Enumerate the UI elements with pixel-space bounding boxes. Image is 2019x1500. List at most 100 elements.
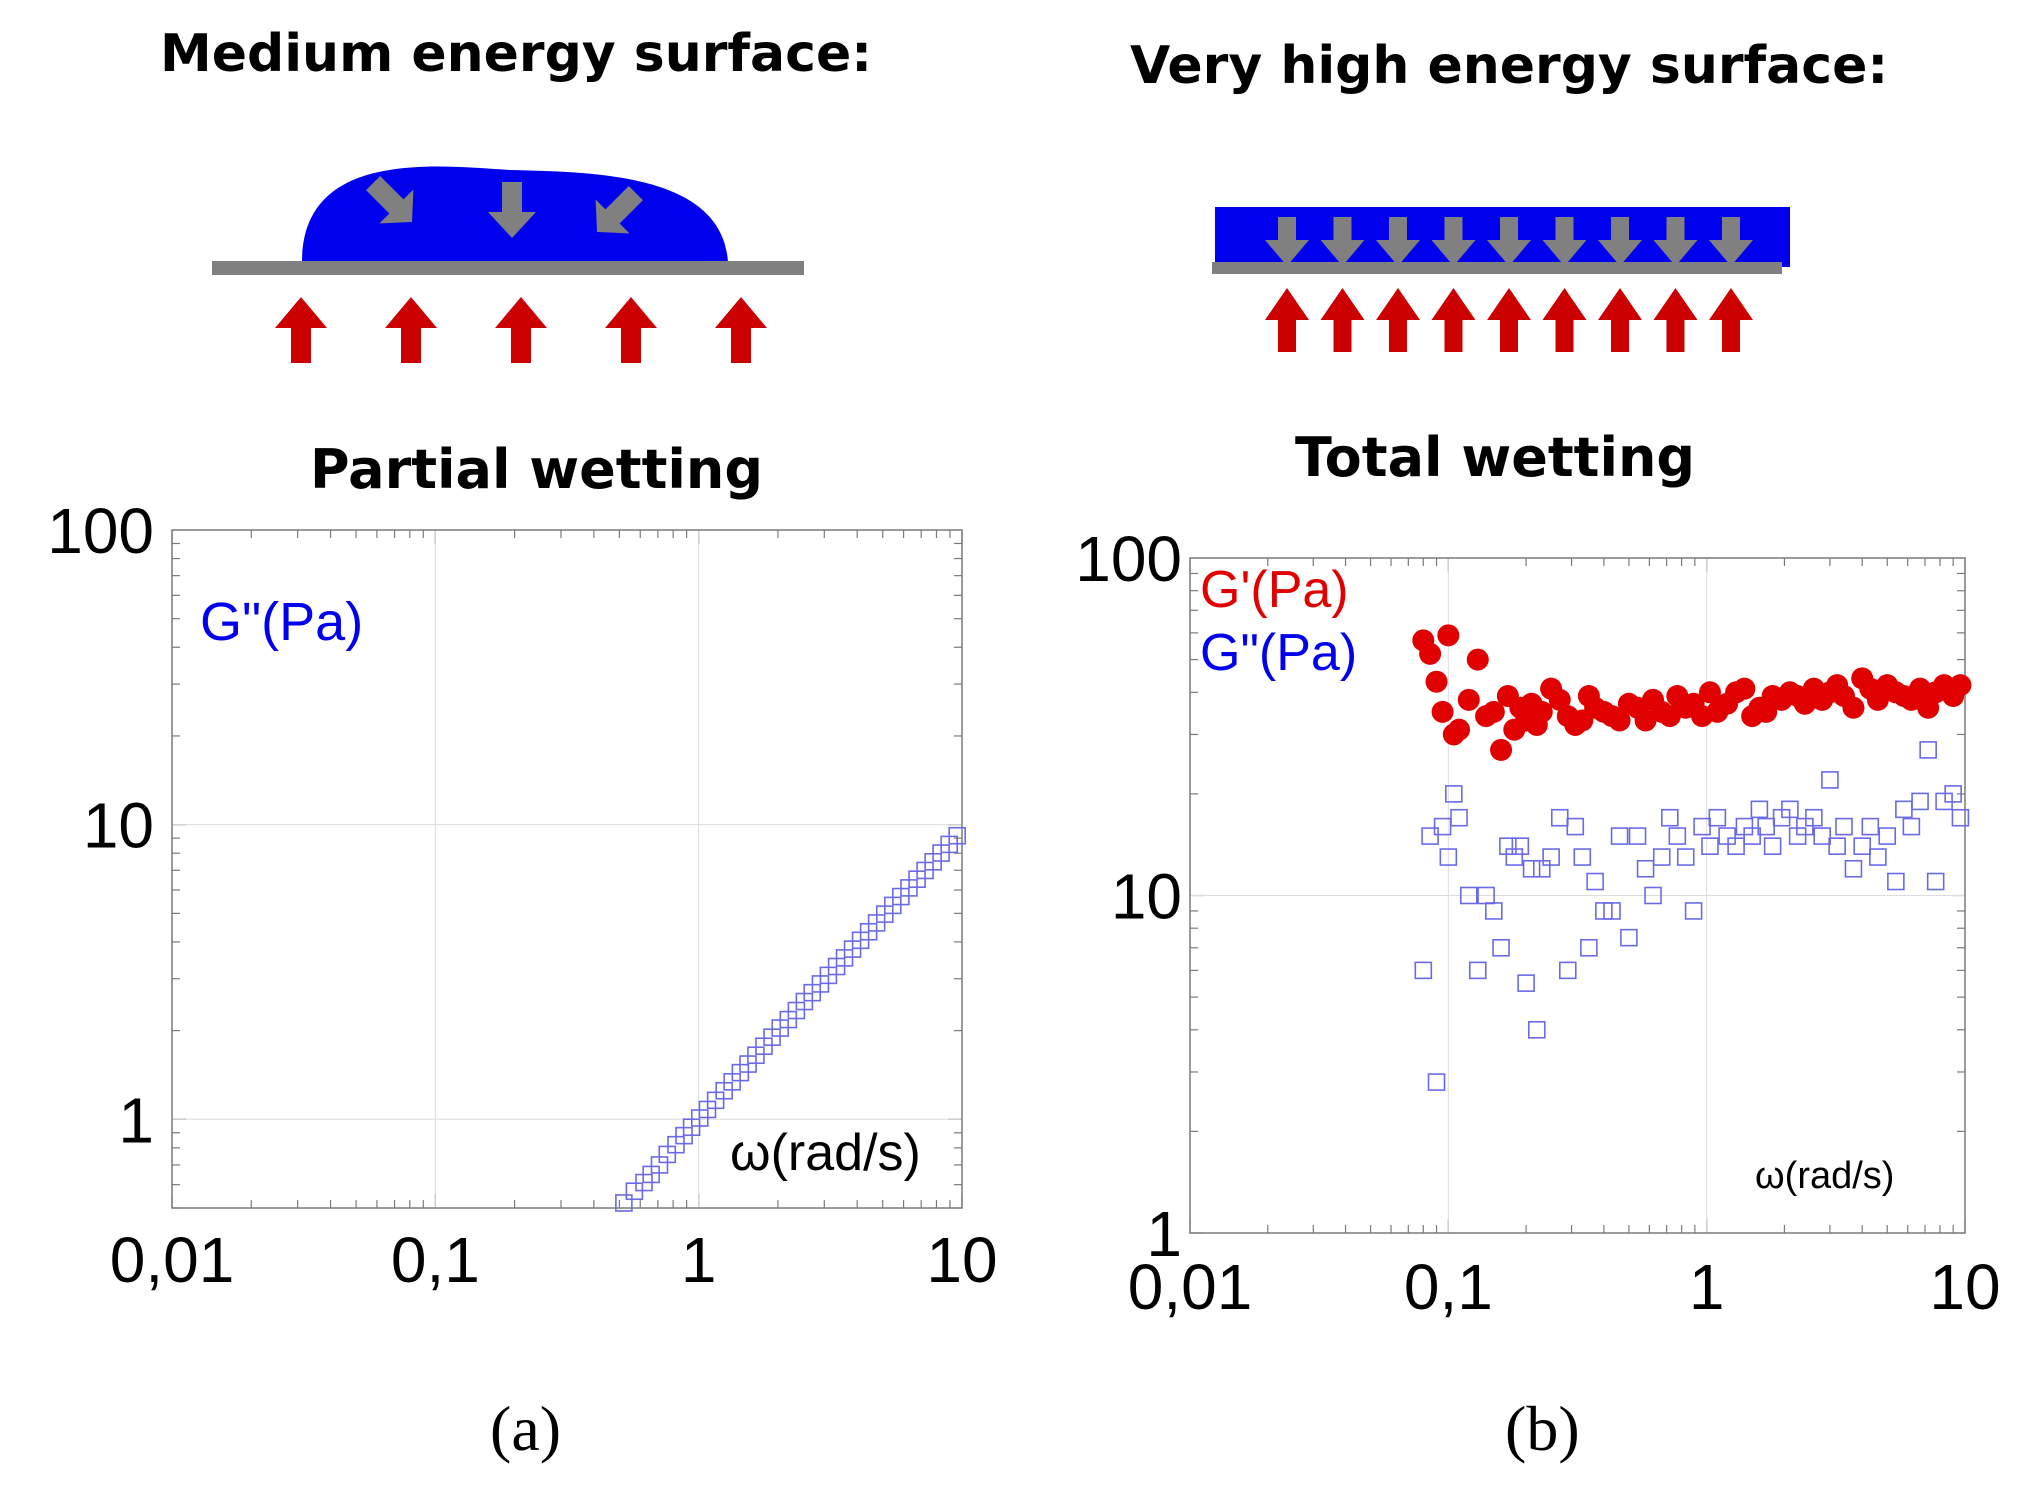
g-double-prime-point — [615, 1194, 633, 1212]
panel-b-label: (b) — [1505, 1393, 1580, 1464]
axis-ticks: 0,01 0,1 1 10 1 10 100 — [1075, 523, 2000, 1323]
x-tick-label: 10 — [926, 1224, 997, 1296]
g-prime-point — [1530, 700, 1553, 723]
very-high-energy-surface-title: Very high energy surface: — [1130, 36, 1889, 96]
g-double-prime-point — [1911, 792, 1929, 811]
g-double-prime-point — [1805, 808, 1823, 827]
g-double-prime-point — [1750, 800, 1769, 819]
g-double-prime-point — [1727, 837, 1745, 855]
g-prime-point — [1842, 696, 1865, 719]
adhesion-arrow — [1376, 288, 1420, 352]
g-double-prime-point — [1427, 1073, 1446, 1091]
g-double-prime-point — [1828, 837, 1846, 855]
g-prime-point — [1608, 709, 1631, 732]
cohesion-arrow — [1265, 217, 1309, 266]
data-points — [1412, 624, 1972, 1091]
x-axis-label: ω(rad/s) — [730, 1124, 921, 1182]
cohesion-arrow-center — [488, 182, 536, 238]
g-double-prime-point — [1853, 837, 1871, 855]
x-tick-label: 1 — [1689, 1251, 1725, 1323]
plot-frame — [171, 529, 963, 1209]
g-double-prime-point — [1492, 938, 1510, 957]
adhesion-arrow — [1542, 288, 1587, 352]
chart-grid — [1189, 558, 1966, 1234]
g-prime-point — [1634, 709, 1657, 732]
g-prime-point — [1425, 670, 1448, 693]
substrate-line — [212, 261, 804, 275]
x-tick-label: 0,01 — [1128, 1251, 1253, 1323]
g-double-prime-point — [1445, 785, 1463, 803]
g-double-prime-point — [1951, 808, 1970, 827]
adhesion-arrow — [385, 297, 437, 363]
g-double-prime-point — [1835, 817, 1853, 836]
g-double-prime-point — [1693, 817, 1711, 836]
adhesion-arrow — [605, 297, 657, 363]
cohesion-arrow — [1709, 217, 1753, 266]
g-double-prime-point — [1558, 961, 1577, 980]
y-tick-label: 10 — [83, 790, 154, 862]
g-double-prime-point — [1668, 827, 1687, 845]
g-double-prime-point — [1636, 859, 1655, 878]
total-wetting-title: Total wetting — [1295, 426, 1696, 489]
x-tick-label: 1 — [681, 1224, 717, 1296]
g-double-prime-point — [1661, 808, 1679, 827]
partial-wetting-droplet-diagram — [212, 166, 804, 363]
data-points — [615, 826, 967, 1212]
y-tick-label: 1 — [118, 1084, 154, 1156]
g-double-prime-point — [1676, 848, 1695, 866]
g-double-prime-point — [1527, 1021, 1546, 1039]
y-tick-label: 100 — [47, 495, 154, 567]
adhesion-arrow — [1487, 288, 1531, 352]
g-prime-point — [1490, 738, 1513, 761]
g-double-prime-point — [1414, 961, 1433, 980]
g-double-prime-point — [1566, 817, 1585, 836]
total-wetting-chart: 0,01 0,1 1 10 1 10 100 G'(Pa) G"(Pa) ω(rad/s) — [1075, 523, 2000, 1323]
g-double-prime-point — [1878, 827, 1897, 845]
legend-g-prime: G'(Pa) — [1200, 561, 1349, 619]
adhesion-arrow — [1709, 288, 1753, 352]
g-double-prime-point — [1511, 837, 1530, 855]
g-double-prime-point — [1620, 928, 1638, 947]
medium-energy-surface-title: Medium energy surface: — [160, 24, 873, 84]
legend-g-double-prime: G"(Pa) — [200, 592, 363, 652]
g-prime-point — [1448, 718, 1471, 741]
legend-g-double-prime: G"(Pa) — [1200, 624, 1357, 682]
adhesion-arrow — [275, 297, 327, 363]
g-double-prime-point — [1944, 785, 1962, 803]
y-tick-label: 1 — [1146, 1198, 1182, 1270]
cohesion-arrow-right — [595, 186, 643, 234]
g-double-prime-point — [1628, 827, 1647, 845]
g-double-prime-point — [1421, 827, 1439, 845]
cohesion-arrows — [1265, 217, 1753, 266]
g-prime-point — [1437, 624, 1460, 647]
adhesion-arrow — [1653, 288, 1698, 352]
cohesion-arrow — [1598, 217, 1642, 266]
g-double-prime-point — [1580, 938, 1598, 957]
g-double-prime-point — [1821, 771, 1839, 789]
g-double-prime-point — [1459, 886, 1478, 905]
substrate-line — [1212, 262, 1782, 274]
y-tick-label: 10 — [1111, 861, 1182, 933]
g-double-prime-point — [1869, 848, 1887, 866]
g-double-prime-point — [1603, 902, 1621, 920]
g-double-prime-point — [1763, 837, 1782, 855]
y-tick-label: 100 — [1075, 523, 1182, 595]
g-double-prime-point — [1550, 808, 1569, 827]
x-tick-label: 0,01 — [110, 1224, 235, 1296]
adhesion-arrow — [1598, 288, 1642, 352]
g-double-prime-point — [948, 826, 967, 845]
cohesion-arrow — [1320, 217, 1365, 266]
total-wetting-film-diagram — [1212, 207, 1790, 352]
g-double-prime-point — [1701, 837, 1719, 855]
g-prime-point — [1482, 700, 1505, 723]
g-double-prime-point — [1757, 817, 1775, 836]
adhesion-arrow — [715, 297, 767, 363]
partial-wetting-title: Partial wetting — [310, 438, 764, 501]
g-double-prime-point — [1708, 808, 1727, 827]
g-double-prime-point — [1895, 800, 1913, 819]
adhesion-arrow — [1431, 288, 1476, 352]
g-double-prime-point — [1796, 817, 1814, 836]
cohesion-arrow — [1376, 217, 1420, 266]
g-double-prime-point — [1439, 848, 1458, 866]
g-double-prime-point — [1522, 859, 1541, 878]
